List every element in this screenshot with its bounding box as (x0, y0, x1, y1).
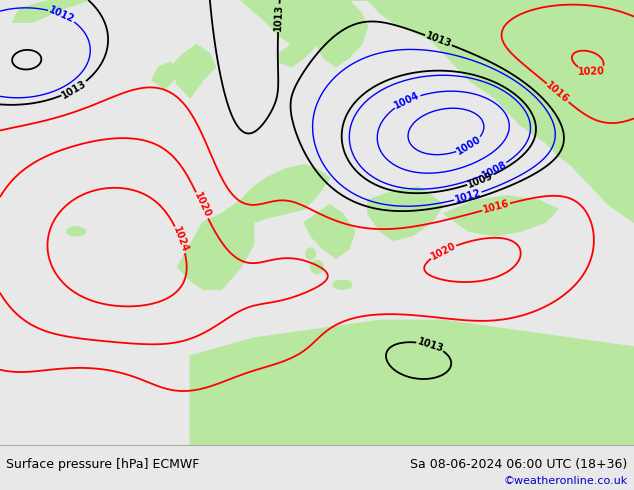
Text: Sa 08-06-2024 06:00 UTC (18+36): Sa 08-06-2024 06:00 UTC (18+36) (410, 458, 628, 470)
Polygon shape (317, 0, 368, 67)
Polygon shape (368, 187, 444, 240)
Polygon shape (178, 214, 254, 289)
Polygon shape (152, 62, 178, 89)
Text: 1013: 1013 (424, 31, 453, 49)
Text: 1013: 1013 (416, 336, 444, 354)
Text: 1020: 1020 (578, 67, 605, 77)
Polygon shape (222, 165, 330, 222)
Text: 1012: 1012 (48, 5, 76, 25)
Text: 1020: 1020 (191, 191, 212, 220)
Polygon shape (304, 205, 355, 258)
Polygon shape (444, 196, 558, 236)
Text: 1016: 1016 (482, 198, 510, 215)
Text: 1016: 1016 (544, 80, 571, 105)
Text: 1009: 1009 (466, 171, 495, 190)
Text: 1024: 1024 (171, 225, 190, 254)
Polygon shape (171, 45, 216, 98)
Polygon shape (13, 0, 89, 22)
Ellipse shape (311, 260, 323, 273)
Ellipse shape (306, 248, 315, 259)
Text: 1008: 1008 (480, 159, 508, 180)
Ellipse shape (67, 227, 86, 236)
Ellipse shape (333, 280, 352, 289)
Text: 1020: 1020 (429, 241, 458, 262)
Text: Surface pressure [hPa] ECMWF: Surface pressure [hPa] ECMWF (6, 458, 200, 470)
Polygon shape (241, 0, 634, 222)
Text: 1004: 1004 (393, 91, 422, 111)
Text: 1000: 1000 (455, 134, 483, 157)
Text: 1013: 1013 (60, 78, 88, 100)
Text: 1012: 1012 (453, 188, 482, 205)
Text: ©weatheronline.co.uk: ©weatheronline.co.uk (503, 476, 628, 487)
Text: 1013: 1013 (273, 4, 285, 31)
Polygon shape (279, 22, 317, 67)
Polygon shape (190, 320, 634, 445)
